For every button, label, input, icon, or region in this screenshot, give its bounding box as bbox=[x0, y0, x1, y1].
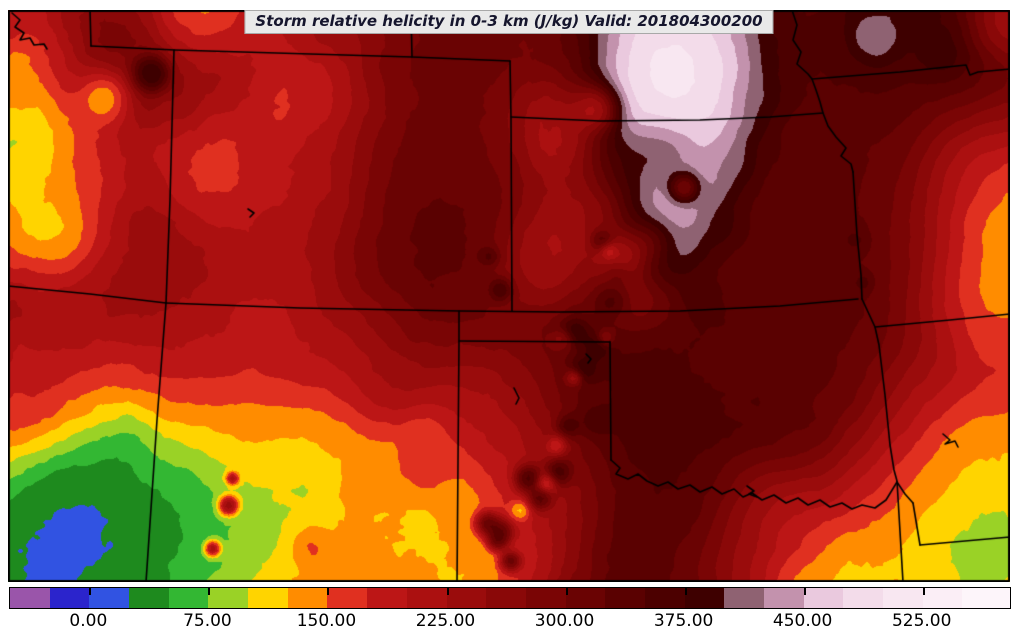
map-title-text: Storm relative helicity in 0-3 km (J/kg)… bbox=[255, 12, 763, 30]
colorbar-segment bbox=[10, 588, 51, 608]
colorbar-tick-label: 525.00 bbox=[891, 611, 952, 631]
colorbar-tick-label: 375.00 bbox=[653, 611, 714, 631]
colorbar-segment bbox=[89, 588, 130, 608]
colorbar-segment bbox=[962, 588, 1003, 608]
colorbar-segment bbox=[446, 588, 487, 608]
colorbar-tick-label: 75.00 bbox=[183, 611, 232, 631]
colorbar-tick-label: 300.00 bbox=[534, 611, 595, 631]
colorbar-segment bbox=[367, 588, 408, 608]
helicity-map-canvas bbox=[8, 10, 1010, 582]
colorbar-segment bbox=[724, 588, 765, 608]
colorbar-labels: 0.00 75.00 150.00 225.00 300.00 375.00 450.00 5… bbox=[0, 611, 1018, 633]
colorbar-tick bbox=[565, 588, 568, 595]
colorbar-tick-label: 225.00 bbox=[415, 611, 476, 631]
colorbar-segment bbox=[803, 588, 844, 608]
colorbar-segment bbox=[486, 588, 527, 608]
colorbar-segment bbox=[327, 588, 368, 608]
colorbar bbox=[9, 587, 1011, 609]
colorbar-segment bbox=[49, 588, 90, 608]
colorbar-tick-label: 150.00 bbox=[296, 611, 357, 631]
colorbar-segment bbox=[168, 588, 209, 608]
colorbar-tick bbox=[922, 588, 925, 595]
colorbar-segment bbox=[287, 588, 329, 608]
colorbar-segment bbox=[129, 588, 170, 608]
colorbar-segment bbox=[248, 588, 289, 608]
colorbar-segment bbox=[843, 588, 884, 608]
colorbar-segment bbox=[684, 588, 725, 608]
colorbar-tick bbox=[208, 588, 211, 595]
colorbar-tick bbox=[446, 588, 449, 595]
colorbar-segment bbox=[565, 588, 606, 608]
colorbar-segment bbox=[208, 588, 249, 608]
colorbar-tick bbox=[327, 588, 330, 595]
colorbar-tick bbox=[89, 588, 92, 595]
colorbar-segment bbox=[644, 588, 686, 608]
colorbar-tick bbox=[684, 588, 687, 595]
colorbar-tick bbox=[803, 588, 806, 595]
colorbar-segment bbox=[922, 588, 963, 608]
colorbar-segment bbox=[406, 588, 448, 608]
colorbar-segment bbox=[525, 588, 567, 608]
colorbar-segment bbox=[883, 588, 924, 608]
colorbar-tick-label: 450.00 bbox=[772, 611, 833, 631]
colorbar-segment bbox=[763, 588, 805, 608]
colorbar-tick-label: 0.00 bbox=[69, 611, 108, 631]
map-title: Storm relative helicity in 0-3 km (J/kg)… bbox=[244, 10, 774, 34]
colorbar-segment bbox=[605, 588, 646, 608]
